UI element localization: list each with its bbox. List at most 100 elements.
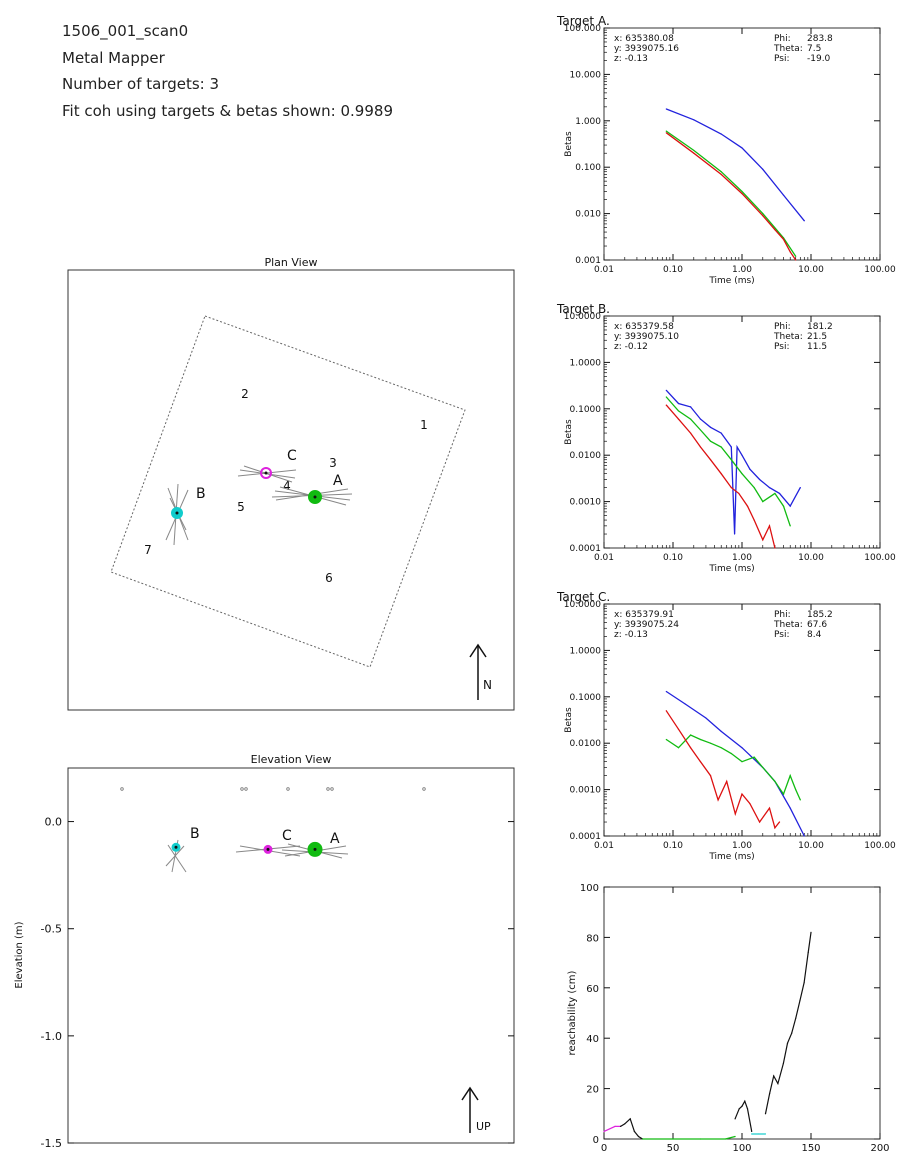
data-point [741,747,743,749]
data-point [773,1075,775,1077]
elevation-view-panel: Elevation View 0.0 -0.5 -1.0 -1.5 Elevation (… [14,753,515,1150]
data-point [768,525,771,527]
info-theta: 21.5 [807,332,827,342]
sensor-marker [330,787,334,791]
data-point [699,761,702,763]
data-point [690,734,692,736]
dataset-name: 1506_001_scan0 [62,22,189,40]
data-point [741,473,743,475]
up-label: UP [476,1120,491,1133]
data-point [764,1113,767,1115]
plot-frame [603,886,881,1140]
data-point [665,132,667,134]
data-point [608,1128,611,1130]
info-x: x: 635379.58 [614,322,674,332]
info-y: y: 3939075.24 [614,620,679,630]
panel-title: Target C. [556,590,610,604]
data-point [693,152,695,154]
data-point [726,780,728,783]
target-label: A [330,831,340,847]
info-y: y: 3939075.10 [614,332,679,342]
data-point [677,747,680,749]
data-point [795,259,797,261]
data-point [665,108,667,110]
data-point [749,802,751,805]
series-line-black [764,932,812,1114]
data-point [633,1130,635,1133]
y-tick-label: 10.000 [570,70,602,80]
data-point [799,999,801,1002]
data-point [677,418,680,420]
data-point [795,255,797,257]
target-label: A [333,473,343,489]
y-tick-label: 60 [586,984,599,995]
data-point [759,821,761,823]
y-tick-label: 0.1000 [570,405,602,415]
target-center [174,845,178,849]
data-point [720,173,722,175]
data-point [665,690,667,693]
data-point [734,1135,736,1138]
data-point [753,487,755,489]
y-axis-label: Elevation (m) [14,921,25,988]
x-tick-label: 10.00 [798,553,824,563]
up-arrow-head [461,1086,479,1101]
target-center [313,495,317,499]
y-tick-label: 100 [580,883,599,894]
data-point [699,738,702,741]
data-point [741,147,743,149]
data-point [762,213,764,215]
data-point [807,951,809,954]
data-point [720,133,722,135]
sensor-marker [240,787,244,791]
data-point [629,1118,631,1120]
series-line-magenta [603,1125,621,1132]
y-axis-label: reachability (cm) [567,970,578,1055]
data-point [762,501,764,503]
data-point [759,478,761,481]
x-tick-label: 100.00 [864,265,896,275]
y-tick-label: 0.0 [45,816,63,829]
y-tick-label: 20 [586,1085,599,1096]
data-point [734,1118,736,1120]
data-point [619,1125,622,1127]
info-x: x: 635379.91 [614,610,674,620]
target-c-panel: Target C. 0.01 0.10 1.00 10.00 100.00 0.0001 0.… [556,590,896,862]
data-point [749,468,751,470]
x-tick-label: 50 [667,1143,680,1154]
data-point [741,1105,743,1107]
data-point [762,766,764,769]
data-point [720,473,722,475]
data-point [774,229,776,231]
north-arrow-head [469,643,487,658]
data-point [730,487,732,489]
y-tick-label: 0.0001 [570,832,602,842]
y-tick-label: 40 [586,1034,599,1045]
data-point [789,807,791,809]
data-point [799,487,801,489]
data-point [751,1130,753,1133]
footprint-label: 1 [420,418,428,432]
data-point [778,821,781,823]
info-phi-label: Phi: [774,610,791,620]
y-tick-label: 0 [593,1135,599,1146]
data-point [757,1133,760,1135]
data-point [665,710,667,712]
x-tick-label: 0 [601,1143,607,1154]
x-tick-label: 0.01 [594,841,614,851]
info-psi: 8.4 [807,630,822,640]
data-point [637,1135,640,1138]
survey-footprint [110,315,466,668]
data-point [738,1108,740,1110]
y-tick-label: 0.100 [575,163,601,173]
data-point [709,440,712,442]
data-point [762,539,764,541]
info-z: z: -0.13 [614,630,648,640]
data-point [782,505,785,507]
y-tick-label: -1.0 [41,1030,62,1043]
x-tick-label: 100.00 [864,841,896,851]
data-point [782,238,785,240]
plan-view-title: Plan View [264,256,317,269]
data-point [665,404,667,406]
